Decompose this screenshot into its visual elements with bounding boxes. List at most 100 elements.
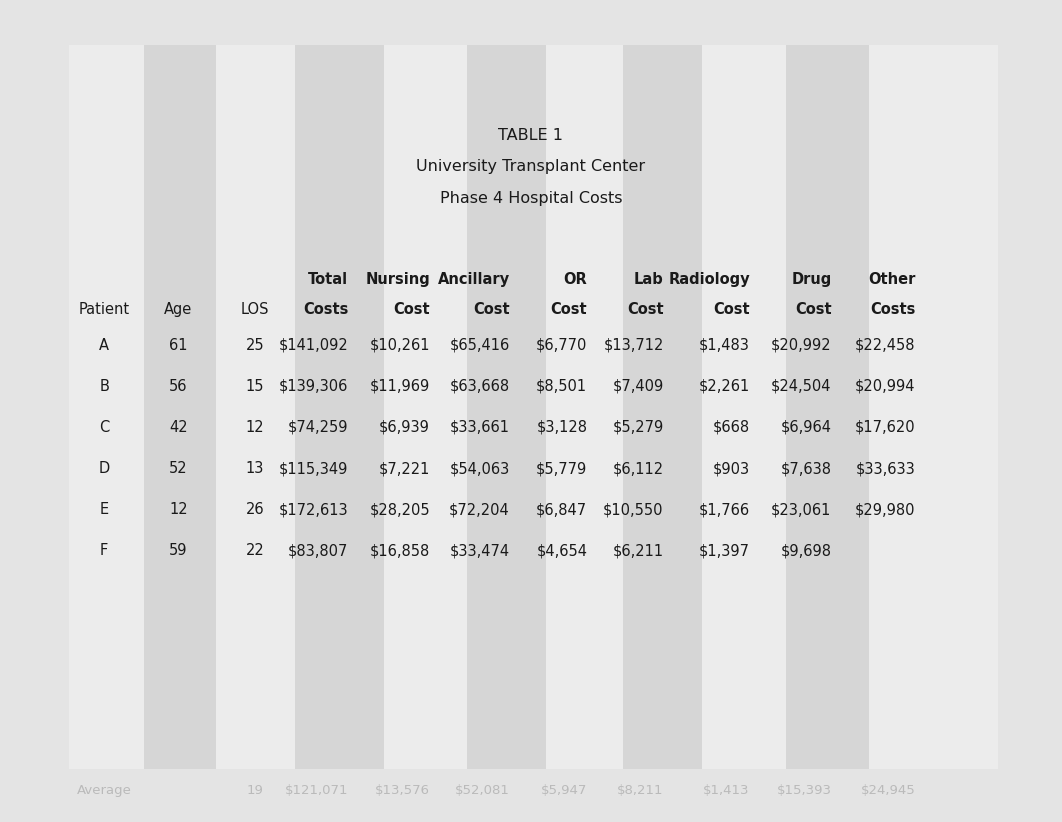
Text: Lab: Lab — [634, 272, 664, 287]
Text: Age: Age — [165, 302, 192, 317]
Text: $29,980: $29,980 — [855, 502, 915, 517]
Text: $28,205: $28,205 — [370, 502, 430, 517]
Text: Radiology: Radiology — [668, 272, 750, 287]
Text: $24,945: $24,945 — [860, 784, 915, 797]
Text: $8,501: $8,501 — [536, 379, 587, 394]
Text: Cost: Cost — [474, 302, 510, 317]
Text: $2,261: $2,261 — [699, 379, 750, 394]
Text: Cost: Cost — [394, 302, 430, 317]
Bar — [546, 45, 623, 769]
Text: A: A — [99, 338, 109, 353]
Text: $8,211: $8,211 — [617, 784, 664, 797]
Text: $6,939: $6,939 — [379, 420, 430, 435]
Text: E: E — [100, 502, 108, 517]
Text: $141,092: $141,092 — [278, 338, 348, 353]
Text: Patient: Patient — [79, 302, 130, 317]
Text: $172,613: $172,613 — [278, 502, 348, 517]
Text: 25: 25 — [245, 338, 264, 353]
Bar — [702, 45, 786, 769]
Text: $4,654: $4,654 — [536, 543, 587, 558]
Text: $7,409: $7,409 — [613, 379, 664, 394]
Text: $13,576: $13,576 — [375, 784, 430, 797]
Text: $10,550: $10,550 — [603, 502, 664, 517]
Text: $3,128: $3,128 — [536, 420, 587, 435]
Text: $13,712: $13,712 — [603, 338, 664, 353]
Text: 42: 42 — [169, 420, 188, 435]
Text: 13: 13 — [245, 461, 264, 476]
Bar — [295, 45, 384, 769]
Bar — [384, 45, 467, 769]
Text: $33,633: $33,633 — [856, 461, 915, 476]
Text: $115,349: $115,349 — [279, 461, 348, 476]
Text: 56: 56 — [169, 379, 188, 394]
Text: $6,112: $6,112 — [613, 461, 664, 476]
Text: 19: 19 — [246, 784, 263, 797]
Text: Costs: Costs — [870, 302, 915, 317]
Text: Ancillary: Ancillary — [438, 272, 510, 287]
Text: $6,770: $6,770 — [536, 338, 587, 353]
Text: $6,964: $6,964 — [781, 420, 832, 435]
Text: B: B — [99, 379, 109, 394]
Text: Costs: Costs — [303, 302, 348, 317]
Text: F: F — [100, 543, 108, 558]
Bar — [623, 45, 702, 769]
Text: Drug: Drug — [791, 272, 832, 287]
Text: $5,947: $5,947 — [541, 784, 587, 797]
Text: $1,413: $1,413 — [703, 784, 750, 797]
Text: 61: 61 — [169, 338, 188, 353]
Text: D: D — [99, 461, 109, 476]
Text: $6,211: $6,211 — [613, 543, 664, 558]
Text: 52: 52 — [169, 461, 188, 476]
Text: $24,504: $24,504 — [771, 379, 832, 394]
Text: $1,483: $1,483 — [699, 338, 750, 353]
Text: Cost: Cost — [628, 302, 664, 317]
Text: 12: 12 — [169, 502, 188, 517]
Text: $7,221: $7,221 — [379, 461, 430, 476]
Text: $17,620: $17,620 — [855, 420, 915, 435]
Text: Other: Other — [868, 272, 915, 287]
Text: $22,458: $22,458 — [855, 338, 915, 353]
Text: $15,393: $15,393 — [776, 784, 832, 797]
Text: TABLE 1: TABLE 1 — [498, 128, 564, 143]
Text: $33,661: $33,661 — [450, 420, 510, 435]
Bar — [69, 45, 144, 769]
Text: $20,992: $20,992 — [771, 338, 832, 353]
Text: $121,071: $121,071 — [285, 784, 348, 797]
Text: $1,766: $1,766 — [699, 502, 750, 517]
Bar — [786, 45, 869, 769]
Text: $83,807: $83,807 — [288, 543, 348, 558]
Text: $52,081: $52,081 — [455, 784, 510, 797]
Text: $668: $668 — [713, 420, 750, 435]
Text: $63,668: $63,668 — [449, 379, 510, 394]
Text: $33,474: $33,474 — [449, 543, 510, 558]
Text: $23,061: $23,061 — [771, 502, 832, 517]
Text: Phase 4 Hospital Costs: Phase 4 Hospital Costs — [440, 191, 622, 206]
Text: LOS: LOS — [241, 302, 269, 317]
Text: 59: 59 — [169, 543, 188, 558]
Text: $6,847: $6,847 — [536, 502, 587, 517]
Bar — [144, 45, 216, 769]
Bar — [467, 45, 546, 769]
Text: $139,306: $139,306 — [279, 379, 348, 394]
Text: $903: $903 — [713, 461, 750, 476]
Text: Cost: Cost — [551, 302, 587, 317]
Text: 26: 26 — [245, 502, 264, 517]
Text: $5,779: $5,779 — [536, 461, 587, 476]
Bar — [869, 45, 998, 769]
Text: $10,261: $10,261 — [370, 338, 430, 353]
Text: $1,397: $1,397 — [699, 543, 750, 558]
Text: $65,416: $65,416 — [449, 338, 510, 353]
Text: $16,858: $16,858 — [370, 543, 430, 558]
Text: 15: 15 — [245, 379, 264, 394]
Text: 22: 22 — [245, 543, 264, 558]
Text: $5,279: $5,279 — [613, 420, 664, 435]
Text: $54,063: $54,063 — [449, 461, 510, 476]
Text: Average: Average — [76, 784, 132, 797]
Text: $74,259: $74,259 — [288, 420, 348, 435]
Text: $9,698: $9,698 — [781, 543, 832, 558]
Text: Total: Total — [308, 272, 348, 287]
Text: $72,204: $72,204 — [449, 502, 510, 517]
Text: Cost: Cost — [795, 302, 832, 317]
Text: OR: OR — [564, 272, 587, 287]
Text: $11,969: $11,969 — [370, 379, 430, 394]
